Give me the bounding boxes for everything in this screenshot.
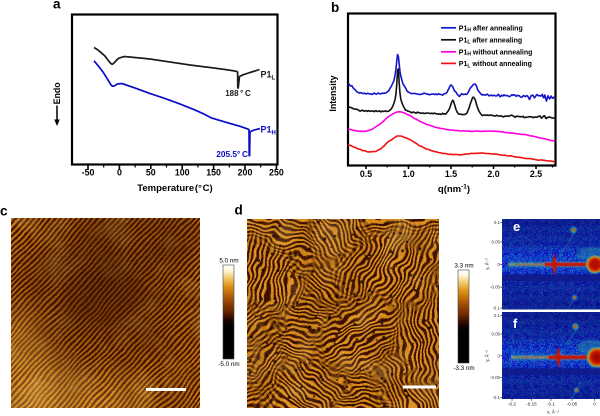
svg-text:x, Å⁻¹: x, Å⁻¹ bbox=[547, 409, 559, 415]
svg-text:0.1: 0.1 bbox=[494, 220, 501, 225]
svg-text:-0.1: -0.1 bbox=[492, 306, 500, 311]
svg-text:2.5: 2.5 bbox=[530, 169, 542, 179]
svg-text:0: 0 bbox=[593, 402, 596, 407]
svg-text:1.5: 1.5 bbox=[445, 169, 457, 179]
svg-text:1.0: 1.0 bbox=[402, 169, 414, 179]
svg-text:a: a bbox=[53, 0, 61, 12]
svg-text:0.05: 0.05 bbox=[491, 240, 500, 245]
svg-text:P1H without annealing: P1H without annealing bbox=[459, 49, 533, 57]
svg-text:-5.0 nm: -5.0 nm bbox=[218, 361, 239, 368]
svg-text:3.3 nm: 3.3 nm bbox=[454, 263, 473, 270]
svg-text:-0.05: -0.05 bbox=[567, 402, 578, 407]
svg-text:Temperature (° C): Temperature (° C) bbox=[137, 183, 212, 194]
svg-text:e: e bbox=[513, 219, 520, 234]
svg-text:5.0 nm: 5.0 nm bbox=[219, 258, 238, 265]
svg-text:-3.3 nm: -3.3 nm bbox=[453, 365, 474, 372]
svg-text:-50: -50 bbox=[82, 168, 95, 178]
svg-text:f: f bbox=[513, 316, 518, 331]
svg-text:-0.15: -0.15 bbox=[526, 402, 537, 407]
svg-text:P1L without annealing: P1L without annealing bbox=[459, 61, 532, 69]
svg-text:b: b bbox=[331, 0, 339, 15]
svg-text:188 ° C: 188 ° C bbox=[225, 89, 251, 98]
svg-text:P1L after annealing: P1L after annealing bbox=[459, 37, 522, 45]
svg-text:0.5: 0.5 bbox=[360, 169, 372, 179]
svg-text:0: 0 bbox=[498, 262, 501, 267]
svg-text:-0.05: -0.05 bbox=[490, 285, 501, 290]
svg-text:Intensity: Intensity bbox=[328, 75, 338, 111]
svg-text:100: 100 bbox=[175, 168, 190, 178]
svg-text:200: 200 bbox=[238, 168, 253, 178]
svg-text:0: 0 bbox=[117, 168, 122, 178]
svg-text:150: 150 bbox=[206, 168, 221, 178]
svg-text:205.5° C: 205.5° C bbox=[216, 149, 248, 159]
svg-text:c: c bbox=[0, 204, 8, 219]
svg-text:0.1: 0.1 bbox=[494, 313, 501, 318]
svg-text:0.05: 0.05 bbox=[491, 332, 500, 337]
svg-text:-0.05: -0.05 bbox=[490, 375, 501, 380]
svg-text:y, Å⁻¹: y, Å⁻¹ bbox=[484, 350, 490, 362]
svg-text:P1H after annealing: P1H after annealing bbox=[459, 25, 523, 33]
svg-text:-0.1: -0.1 bbox=[547, 402, 555, 407]
svg-text:250: 250 bbox=[269, 168, 284, 178]
svg-text:-0.1: -0.1 bbox=[492, 395, 500, 400]
svg-text:2.0: 2.0 bbox=[487, 169, 499, 179]
svg-text:d: d bbox=[235, 203, 243, 218]
svg-text:0: 0 bbox=[498, 353, 501, 358]
svg-text:50: 50 bbox=[146, 168, 156, 178]
svg-text:y, Å⁻¹: y, Å⁻¹ bbox=[484, 258, 490, 270]
svg-text:-0.2: -0.2 bbox=[508, 402, 516, 407]
svg-text:q(nm-1): q(nm-1) bbox=[438, 184, 470, 196]
svg-text:Endo: Endo bbox=[52, 82, 62, 105]
